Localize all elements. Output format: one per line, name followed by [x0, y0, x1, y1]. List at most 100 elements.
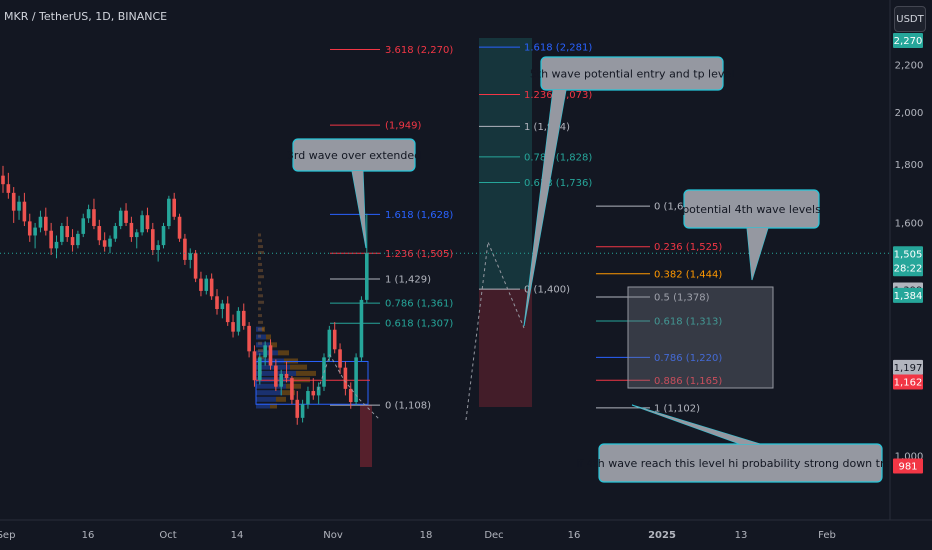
profile-bar [258, 341, 262, 345]
price-tag-text: 2,270 [894, 36, 923, 47]
candle-body [193, 253, 198, 279]
candle-body [199, 278, 203, 291]
price-tag-countdown: 28:22 [894, 263, 923, 274]
profile-bar [258, 275, 264, 279]
candle-body [124, 210, 128, 223]
candle-body [220, 303, 225, 310]
fib-left-label: (1,949) [385, 121, 422, 132]
candle-body [343, 367, 348, 389]
fib-mid-label: 0.786 (1,828) [524, 152, 592, 163]
price-tick: 2,000 [895, 108, 924, 119]
callout-2: 5th wave potential entry and tp level [523, 56, 734, 327]
fib-mid-label: 1.618 (2,281) [524, 43, 592, 54]
profile-bar [258, 250, 264, 254]
fib-mid-label: 0 (1,400) [524, 285, 570, 296]
profile-bar [258, 287, 262, 291]
fib-right-label: 0.618 (1,313) [654, 316, 722, 327]
profile-bar [270, 403, 277, 409]
candle-body [161, 226, 166, 246]
candle-body [1, 175, 5, 185]
candle-body [60, 226, 64, 242]
callout-text: if 4th wave reach this level hi probabil… [576, 457, 905, 470]
fib-left-label: 0 (1,108) [385, 401, 431, 412]
callout-tail-fill [747, 228, 768, 280]
candle-body [145, 215, 150, 230]
profile-bar [258, 245, 263, 249]
candle-body [354, 357, 358, 403]
candle-body [156, 245, 160, 250]
fib-right-label: 0.786 (1,220) [654, 353, 722, 364]
candle-body [38, 216, 43, 228]
profile-bar [258, 314, 262, 318]
callout-tail-fill [352, 171, 366, 248]
time-tick: 2025 [648, 530, 676, 541]
price-tag-text: 981 [898, 462, 917, 473]
fib-left-label: 3.618 (2,270) [385, 45, 453, 56]
candle-body [365, 253, 369, 300]
candle-body [92, 209, 96, 227]
callout-text: 5th wave potential entry and tp level [530, 68, 734, 81]
price-tag: 1,197 [893, 359, 923, 375]
callout-box [540, 56, 724, 91]
time-tick: Sep [0, 530, 15, 541]
fib-right-label: 0.5 (1,378) [654, 292, 710, 303]
price-tag-text: 1,505 [894, 249, 923, 260]
fib-right-label: 1 (1,102) [654, 403, 700, 414]
profile-bar [258, 348, 263, 352]
price-tag-bg [893, 287, 923, 303]
candle-body [300, 404, 305, 418]
candle-body [316, 386, 321, 396]
time-tick: 16 [82, 530, 95, 541]
candle-body [70, 237, 75, 246]
fib-right-label: 0.236 (1,525) [654, 242, 722, 253]
candle-body [177, 216, 182, 239]
price-tag-bg [893, 458, 923, 474]
candle-body [338, 349, 342, 368]
time-tick: 14 [231, 530, 244, 541]
currency-button[interactable]: USDT [894, 6, 926, 32]
candle-body [284, 373, 289, 379]
candle-body [140, 215, 144, 233]
candle-body [332, 329, 337, 350]
profile-bar [256, 396, 276, 402]
profile-bar [258, 269, 263, 273]
fib-right-label: 0.382 (1,444) [654, 269, 722, 280]
candle-body [359, 299, 364, 358]
profile-bar [258, 262, 262, 266]
candle-body [247, 325, 251, 352]
time-tick: Oct [159, 530, 176, 541]
profile-bar [256, 383, 286, 389]
candle-body [236, 310, 241, 332]
profile-bar [270, 342, 277, 348]
price-tag-text: 1,162 [894, 378, 923, 389]
callouts: 3rd wave over extended 5th wave potential… [287, 56, 905, 483]
time-tick: Feb [818, 530, 836, 541]
time-tick: 18 [420, 530, 433, 541]
candle-body [188, 253, 193, 260]
profile-bar [258, 256, 261, 260]
price-tag: 981 [893, 458, 923, 474]
candle-body [44, 216, 48, 231]
callout-4: if 4th wave reach this level hi probabil… [576, 404, 905, 483]
price-axis: 2,2002,0001,8001,6001,4001,2001,0002,270… [889, 0, 924, 520]
price-tag-bg [893, 33, 923, 48]
profile-bar [262, 326, 265, 332]
candle-body [22, 201, 27, 222]
position-loss-zone [479, 289, 532, 407]
candle-body [279, 373, 283, 387]
profile-bar [258, 239, 262, 243]
price-tick: 2,200 [895, 61, 924, 72]
candle-body [225, 303, 230, 323]
profile-bar [256, 342, 270, 348]
overlay [0, 240, 890, 421]
candle-body [33, 227, 37, 236]
profile-bar [256, 334, 266, 340]
candle-body [274, 365, 278, 387]
profile-bar [290, 364, 307, 370]
profile-bar [258, 327, 264, 331]
fib-left-label: 0.618 (1,307) [385, 319, 453, 330]
candle-body [258, 357, 262, 381]
profile-bar [258, 233, 261, 237]
candle-body [327, 329, 332, 358]
